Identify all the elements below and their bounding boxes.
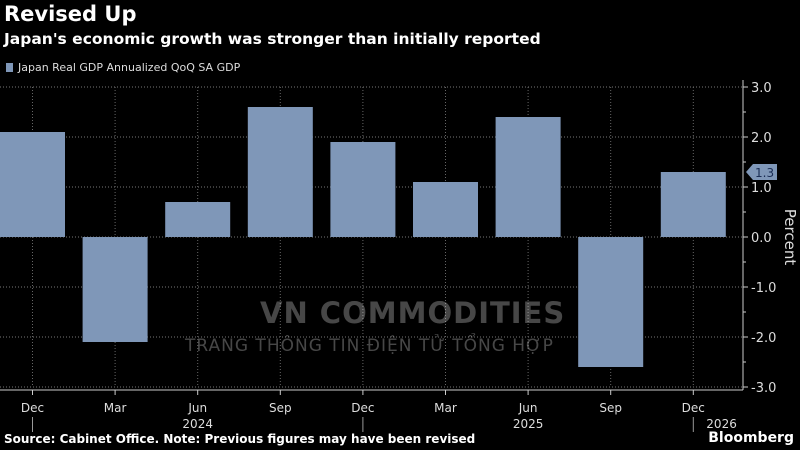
x-tick-label: Dec	[682, 401, 705, 415]
y-axis-title: Percent	[781, 209, 799, 266]
watermark-name: VN COMMODITIES	[260, 296, 566, 330]
chart-title: Revised Up	[4, 2, 137, 26]
chart-subtitle: Japan's economic growth was stronger tha…	[4, 30, 541, 48]
last-value-label: 1.3	[755, 166, 774, 180]
watermark: VN COMMODITIES TRANG THÔNG TIN ĐIỆN TỬ T…	[185, 296, 565, 356]
y-tick-label: 1.0	[751, 181, 772, 196]
legend-swatch	[6, 63, 13, 72]
y-tick-label: -1.0	[751, 281, 776, 296]
year-label: 2024	[182, 417, 213, 431]
watermark-tagline: TRANG THÔNG TIN ĐIỆN TỬ TỔNG HỢP	[185, 336, 554, 356]
bar	[330, 142, 396, 237]
y-tick-label: 3.0	[751, 81, 772, 96]
y-tick-label: 2.0	[751, 131, 772, 146]
y-tick-label: -2.0	[751, 331, 776, 346]
x-tick-label: Jun	[187, 401, 207, 415]
year-label: 2026	[706, 417, 737, 431]
bar	[247, 107, 313, 237]
x-tick-label: Dec	[351, 401, 374, 415]
x-tick-label: Dec	[21, 401, 44, 415]
last-value-tag	[746, 164, 777, 180]
bar	[413, 182, 478, 237]
x-tick-label: Sep	[269, 401, 292, 415]
x-tick-label: Sep	[599, 401, 622, 415]
bar	[165, 202, 231, 237]
bar	[0, 132, 65, 237]
y-tick-label: -3.0	[751, 381, 776, 396]
bar	[578, 237, 644, 367]
x-tick-label: Jun	[518, 401, 538, 415]
bloomberg-logo: Bloomberg	[708, 430, 794, 446]
x-tick-label: Mar	[434, 401, 457, 415]
bar	[82, 237, 148, 342]
x-tick-label: Mar	[104, 401, 127, 415]
legend: Japan Real GDP Annualized QoQ SA GDP	[6, 61, 240, 74]
legend-label: Japan Real GDP Annualized QoQ SA GDP	[18, 61, 241, 74]
year-label: 2025	[513, 417, 544, 431]
y-tick-label: 0.0	[751, 231, 772, 246]
bar	[495, 117, 561, 237]
bar	[660, 172, 726, 237]
source-note: Source: Cabinet Office. Note: Previous f…	[4, 432, 476, 446]
